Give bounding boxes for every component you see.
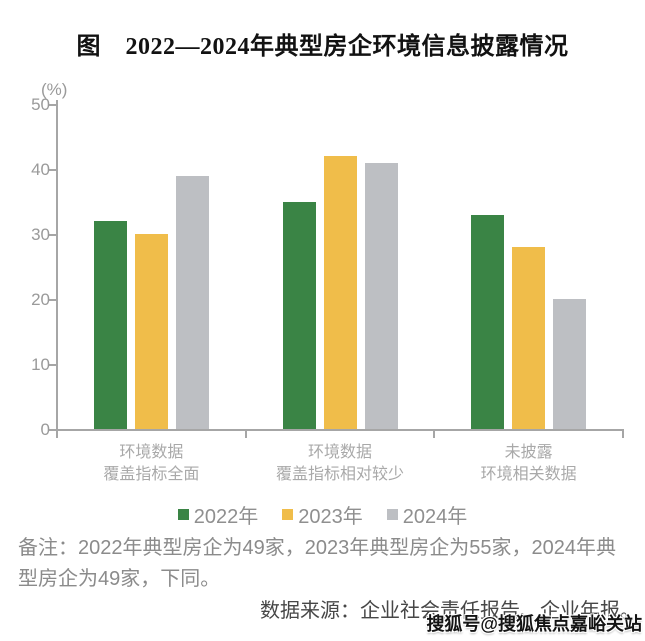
source-text: 数据来源：企业社会责任报告、企业年报。 [260,600,640,622]
x-category-label-line: 环境数据 [119,444,184,461]
legend-label: 2024年 [402,506,468,528]
x-category-label-line: 环境数据 [307,444,372,461]
x-category-label-line: 未披露 [504,444,553,461]
bar-2024年-group3 [553,299,587,429]
x-tick-mark [433,431,436,438]
y-tick-mark [48,234,56,236]
y-axis-unit-label: (%) [41,80,68,99]
y-tick-mark [48,169,56,171]
x-category-label-line: 覆盖指标全面 [103,466,200,483]
bar-2022年-group1 [93,221,127,429]
bar-2024年-group2 [364,162,398,429]
legend-label: 2022年 [193,506,259,528]
legend-item-2023年: 2023年 [282,500,363,529]
y-tick-label: 0 [40,420,50,439]
y-tick-label: 40 [31,160,50,179]
x-category-label-line: 覆盖指标相对较少 [275,466,404,483]
y-tick-label: 50 [31,95,50,114]
chart-legend: 2022年 2023年 2024年 [0,500,645,529]
y-tick-label: 20 [31,290,50,309]
x-tick-mark [244,431,247,438]
legend-swatch [282,509,294,520]
bar-2023年-group3 [512,247,546,429]
legend-swatch [386,509,398,520]
x-tick-mark [622,431,624,438]
y-tick-label: 10 [31,355,50,374]
x-category-label: 环境数据覆盖指标相对较少 [246,442,435,486]
legend-item-2024年: 2024年 [386,500,468,529]
x-tick-mark [56,431,58,438]
y-tick-mark [48,364,56,366]
x-axis-line [56,429,624,431]
bar-2022年-group2 [282,201,316,429]
bar-2024年-group1 [175,175,209,429]
bar-2023年-group1 [134,234,168,429]
bar-2023年-group2 [323,156,357,429]
watermark: 搜狐号@搜狐焦点嘉峪关站 [426,614,642,634]
legend-label: 2023年 [298,506,363,528]
y-tick-mark [48,104,56,106]
y-axis-line [56,100,58,431]
x-category-label-line: 环境相关数据 [480,466,577,483]
y-tick-label: 30 [31,225,50,244]
bar-2022年-group3 [471,214,505,429]
y-tick-mark [48,429,56,431]
x-category-label: 未披露 环境相关数据 [434,442,623,486]
note-text: 备注：2022年典型房企为49家，2023年典型房企为55家，2024年典型房企… [18,537,616,590]
y-tick-mark [48,299,56,301]
chart-title: 图 2022—2024年典型房企环境信息披露情况 [76,34,569,60]
x-category-label: 环境数据覆盖指标全面 [57,442,246,486]
legend-item-2022年: 2022年 [177,500,259,529]
legend-swatch [177,509,189,520]
